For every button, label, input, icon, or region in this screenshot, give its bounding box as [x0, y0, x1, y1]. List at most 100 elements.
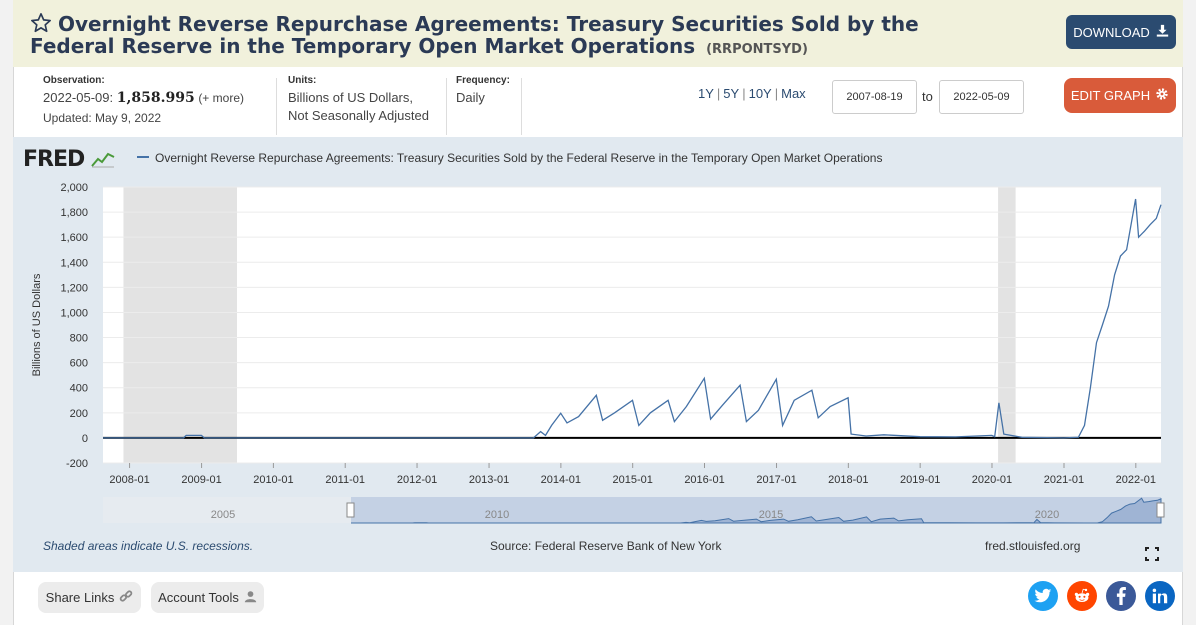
y-tick-label: 0: [82, 433, 88, 445]
recession-band: [998, 187, 1016, 463]
x-tick-label: 2022-01: [1116, 474, 1156, 486]
recession-band: [123, 187, 237, 463]
facebook-icon[interactable]: [1106, 581, 1136, 611]
navigator-series: [351, 497, 1162, 524]
x-tick-label: 2019-01: [900, 474, 940, 486]
x-tick-label: 2014-01: [541, 474, 581, 486]
navigator-left-handle[interactable]: [346, 502, 355, 518]
link-icon: [119, 589, 133, 606]
frequency-label: Frequency:: [456, 75, 510, 86]
recession-shading: [123, 187, 1016, 463]
frequency-block: Frequency: Daily: [456, 75, 510, 107]
x-tick-label: 2020-01: [972, 474, 1012, 486]
reddit-icon[interactable]: [1067, 581, 1097, 611]
plot-area: [103, 187, 1161, 463]
to-label: to: [922, 89, 933, 104]
x-tick-label: 2009-01: [181, 474, 221, 486]
twitter-icon[interactable]: [1028, 581, 1058, 611]
observation-value: 1,858.995: [116, 90, 195, 106]
y-axis-label: Billions of US Dollars: [31, 273, 43, 376]
source-text: Source: Federal Reserve Bank of New York: [490, 539, 722, 553]
meta-divider: [521, 78, 522, 135]
x-tick-label: 2018-01: [828, 474, 868, 486]
y-tick-label: 1,600: [60, 232, 88, 244]
y-tick-label: 1,800: [60, 207, 88, 219]
range-selector: 1Y | 5Y | 10Y | Max: [698, 86, 806, 101]
units-block: Units: Billions of US Dollars, Not Seaso…: [288, 75, 429, 125]
frequency-value: Daily: [456, 90, 485, 105]
download-icon: [1156, 24, 1169, 40]
page-title: Overnight Reverse Repurchase Agreements:…: [30, 12, 990, 61]
download-button[interactable]: DOWNLOAD: [1066, 15, 1176, 49]
y-tick-label: 1,200: [60, 282, 88, 294]
x-tick-label: 2015-01: [613, 474, 653, 486]
meta-divider: [276, 78, 277, 135]
series-id: (RRPONTSYD): [706, 42, 808, 57]
recession-note: Shaded areas indicate U.S. recessions.: [43, 539, 254, 553]
navigator-year-label: 2010: [485, 509, 509, 521]
user-icon: [244, 590, 257, 606]
range-5y[interactable]: 5Y: [723, 86, 740, 101]
site-link[interactable]: fred.stlouisfed.org: [985, 539, 1081, 553]
observation-label: Observation:: [43, 75, 105, 86]
x-tick-label: 2016-01: [684, 474, 724, 486]
gear-icon: [1155, 87, 1169, 104]
navigator-right-handle[interactable]: [1156, 502, 1165, 518]
y-tick-label: 1,400: [60, 257, 88, 269]
star-icon[interactable]: [30, 12, 52, 34]
x-tick-label: 2012-01: [397, 474, 437, 486]
range-10y[interactable]: 10Y: [748, 86, 772, 101]
navigator-labels: 2005 2010 2015 2020: [211, 509, 1059, 521]
units-line-2: Not Seasonally Adjusted: [288, 108, 429, 123]
y-tick-label: 400: [70, 383, 88, 395]
account-tools-button[interactable]: Account Tools: [151, 582, 264, 613]
fullscreen-icon[interactable]: [1145, 546, 1159, 561]
x-tick-label: 2021-01: [1044, 474, 1084, 486]
y-tick-label: -200: [66, 458, 88, 470]
navigator-year-label: 2020: [1035, 509, 1059, 521]
updated-date: Updated: May 9, 2022: [43, 111, 162, 125]
observation-date: 2022-05-09:: [43, 90, 114, 105]
y-tick-label: 1,000: [60, 307, 88, 319]
edit-graph-label: EDIT GRAPH: [1070, 88, 1151, 103]
start-date-input[interactable]: 2007-08-19: [832, 80, 917, 114]
x-axis-ticks: 2008-01 2009-01 2010-01 2011-01 2012-01 2013-…: [109, 463, 1156, 486]
title-text: Overnight Reverse Repurchase Agreements:…: [30, 12, 919, 58]
units-line-1: Billions of US Dollars,: [288, 90, 413, 105]
y-tick-label: 600: [70, 358, 88, 370]
observation-block: Observation: 2022-05-09: 1,858.995 (+ mo…: [43, 75, 244, 125]
range-max[interactable]: Max: [781, 86, 806, 101]
fred-logo[interactable]: FRED: [23, 147, 115, 174]
meta-divider: [446, 78, 447, 135]
range-1y[interactable]: 1Y: [698, 86, 714, 101]
download-label: DOWNLOAD: [1073, 24, 1150, 40]
x-tick-label: 2011-01: [325, 474, 365, 486]
x-tick-label: 2010-01: [253, 474, 293, 486]
x-tick-label: 2008-01: [109, 474, 149, 486]
x-tick-label: 2013-01: [469, 474, 509, 486]
edit-graph-button[interactable]: EDIT GRAPH: [1064, 78, 1176, 113]
navigator-year-label: 2015: [759, 509, 783, 521]
series-line: [103, 198, 1162, 439]
end-date-input[interactable]: 2022-05-09: [939, 80, 1024, 114]
y-tick-label: 200: [70, 408, 88, 420]
observation-more-link[interactable]: (+ more): [198, 91, 244, 105]
fred-logo-text: FRED: [23, 147, 85, 172]
header-bar: [13, 0, 1183, 67]
trend-chart-icon: [91, 149, 115, 174]
legend-text: Overnight Reverse Repurchase Agreements:…: [155, 151, 883, 165]
x-tick-label: 2017-01: [756, 474, 796, 486]
account-tools-label: Account Tools: [158, 590, 239, 605]
chart-legend: Overnight Reverse Repurchase Agreements:…: [137, 151, 882, 165]
navigator-year-label: 2005: [211, 509, 235, 521]
y-tick-label: 2,000: [60, 182, 88, 194]
linkedin-icon[interactable]: [1145, 581, 1175, 611]
y-axis-ticks: -200 0 200 400 600 800 1,000 1,200 1,400 1,600 1,8…: [60, 182, 88, 470]
legend-swatch: [137, 156, 149, 158]
observation-value-line: 2022-05-09: 1,858.995 (+ more): [43, 89, 244, 107]
share-links-button[interactable]: Share Links: [38, 582, 141, 613]
y-tick-label: 800: [70, 333, 88, 345]
share-links-label: Share Links: [45, 590, 115, 605]
units-label: Units:: [288, 75, 317, 86]
